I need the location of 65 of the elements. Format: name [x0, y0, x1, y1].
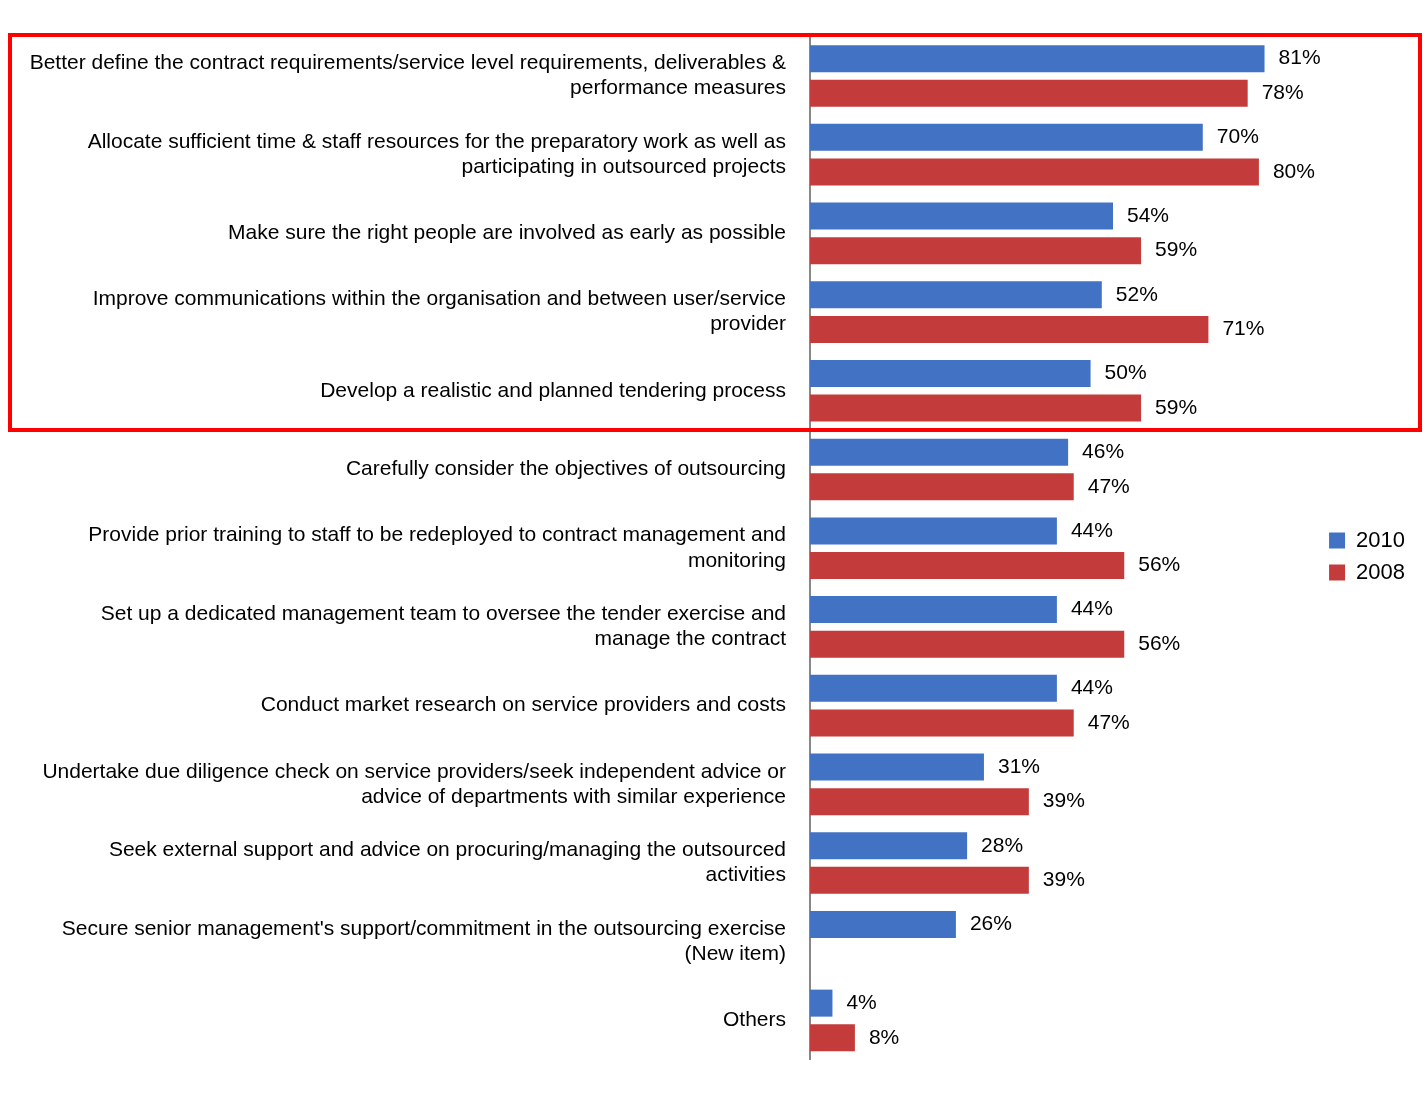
bar: [810, 989, 833, 1017]
legend-label: 2010: [1356, 526, 1406, 552]
bar: [810, 45, 1265, 73]
bar: [810, 473, 1074, 501]
y-tick-label: Seek external support and advice on procuring/managing the outsourced activities: [108, 837, 786, 886]
data-label: 81%: [1278, 45, 1321, 69]
bar: [810, 315, 1209, 343]
bar: [810, 438, 1069, 466]
bar: [810, 753, 984, 781]
data-label: 70%: [1216, 124, 1259, 148]
data-label: 31%: [997, 753, 1040, 777]
data-label: 59%: [1155, 394, 1198, 418]
bar: [810, 596, 1057, 624]
bar: [810, 281, 1102, 309]
data-label: 39%: [1042, 788, 1085, 812]
data-label: 44%: [1070, 675, 1113, 699]
data-label: 39%: [1042, 867, 1085, 891]
y-tick-label: Allocate sufficient time & staff resources for the preparatory work as well as participating in outsourced projects: [87, 128, 786, 178]
bar: [810, 630, 1125, 658]
data-label: 52%: [1115, 281, 1158, 305]
data-label: 47%: [1087, 709, 1130, 733]
data-label: 56%: [1138, 631, 1181, 655]
data-label: 50%: [1104, 360, 1147, 384]
bar: [810, 202, 1114, 230]
y-tick-label: Better define the contract requirements/service level requirements, deliverables & performance measures: [29, 50, 786, 99]
data-label: 28%: [981, 832, 1024, 856]
bar: [810, 517, 1057, 545]
data-label: 59%: [1155, 237, 1198, 261]
data-label: 47%: [1087, 473, 1130, 497]
bar: [810, 709, 1074, 737]
data-label: 71%: [1222, 316, 1265, 340]
bar: [810, 1024, 855, 1052]
y-tick-label: Set up a dedicated management team to oversee the tender exercise and manage the contract: [100, 601, 787, 650]
y-tick-label: Conduct market research on service providers and costs: [260, 692, 786, 716]
bar: [810, 910, 956, 938]
bar: [810, 832, 968, 860]
data-label: 44%: [1070, 596, 1113, 620]
bar: [810, 394, 1142, 422]
y-tick-label: Undertake due diligence check on service providers/seek independent advice or advice of departments with similar experience: [42, 758, 786, 807]
data-label: 46%: [1082, 438, 1125, 462]
bar: [810, 552, 1125, 580]
y-tick-label: Develop a realistic and planned tendering process: [320, 377, 786, 401]
data-label: 44%: [1070, 517, 1113, 541]
bar: [810, 359, 1091, 387]
y-tick-label: Others: [722, 1007, 786, 1031]
data-label: 78%: [1261, 80, 1304, 104]
bar: [810, 237, 1142, 265]
data-label: 4%: [846, 989, 877, 1013]
data-label: 54%: [1127, 202, 1170, 226]
data-label: 80%: [1272, 158, 1315, 182]
y-tick-label: Improve communications within the organisation and between user/service provider: [92, 286, 786, 335]
y-tick-label: Provide prior training to staff to be redeployed to contract management and monitoring: [88, 522, 786, 571]
y-tick-label: Make sure the right people are involved as early as possible: [228, 220, 786, 244]
y-tick-label: Carefully consider the objectives of outsourcing: [345, 456, 786, 480]
bar: [810, 674, 1057, 702]
data-label: 56%: [1138, 552, 1181, 576]
bar: [810, 79, 1248, 107]
bar: [810, 788, 1029, 816]
bar: [810, 158, 1259, 186]
data-label: 26%: [969, 911, 1012, 935]
data-label: 8%: [868, 1024, 900, 1048]
legend-label: 2008: [1356, 558, 1406, 584]
bar: [810, 866, 1029, 894]
bar: [810, 123, 1203, 151]
y-tick-label: Secure senior management's support/commitment in the outsourcing exercise (New item): [61, 915, 786, 965]
